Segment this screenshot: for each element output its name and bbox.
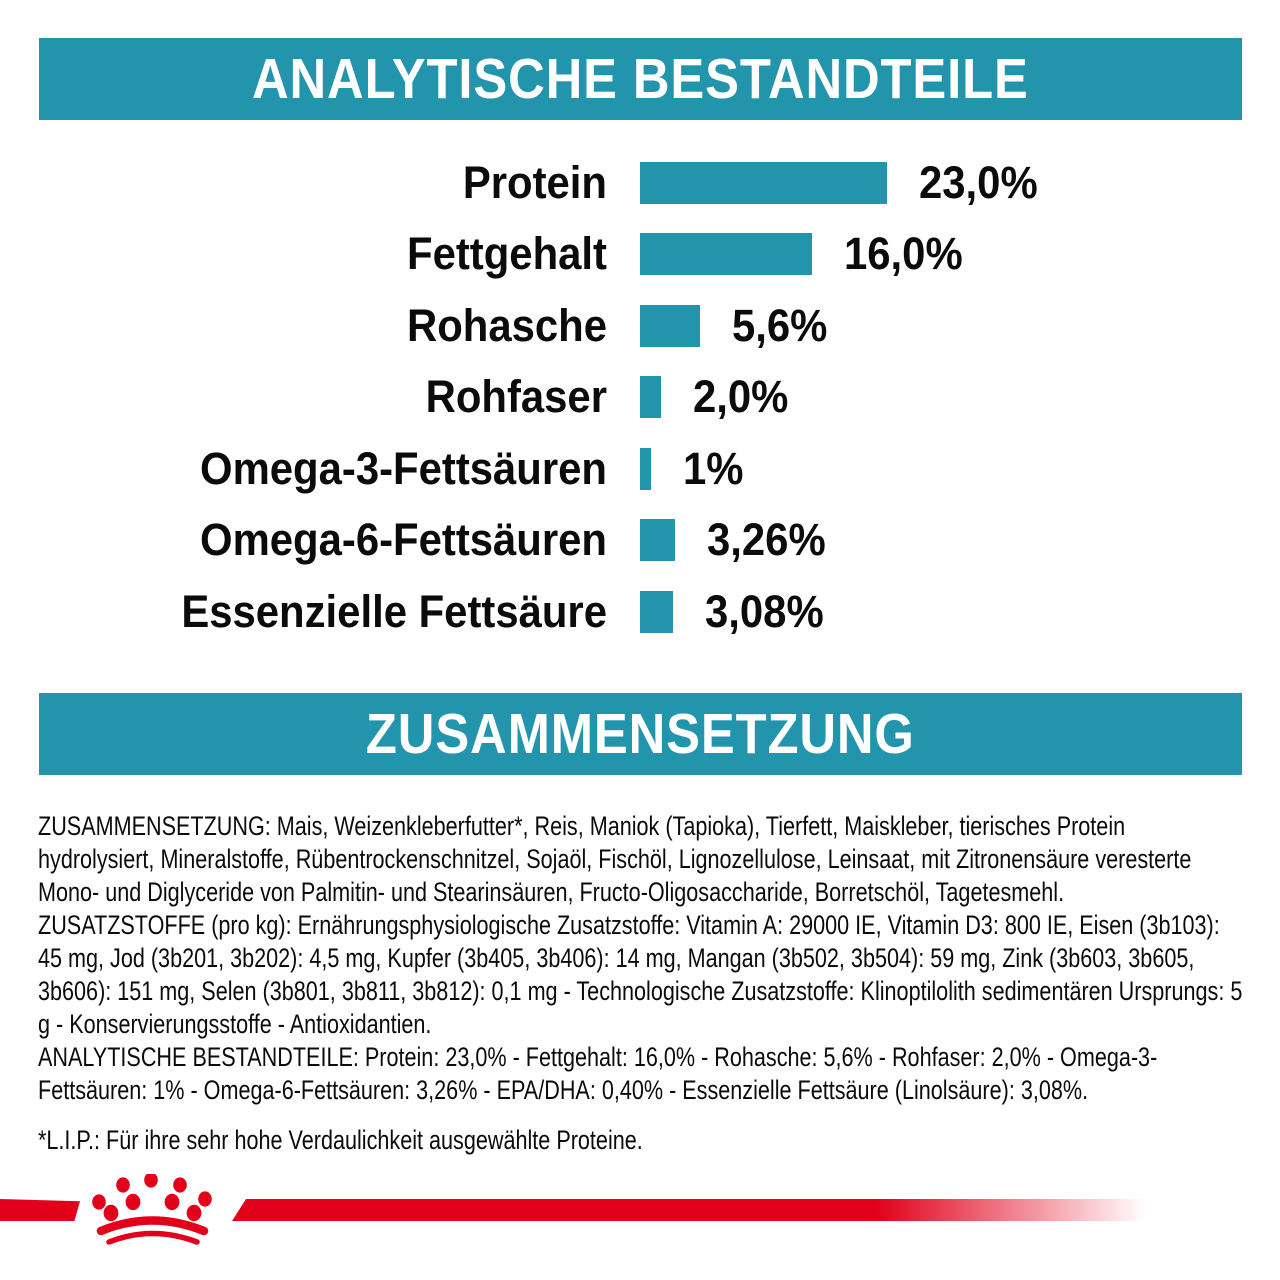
- chart-bar: [640, 447, 651, 490]
- chart-row: Rohfaser 2,0%: [38, 362, 1248, 434]
- chart-row-label: Protein: [462, 156, 607, 208]
- crown-pad: [92, 1194, 106, 1210]
- chart-row-label: Omega-6-Fettsäuren: [200, 514, 607, 566]
- crown-base-arc: [96, 1216, 209, 1236]
- chart-bar: [640, 590, 673, 633]
- section-header-analytical: ANALYTISCHE BESTANDTEILE: [39, 38, 1242, 120]
- chart-row-label: Rohfaser: [425, 371, 607, 423]
- composition-paragraph: ZUSAMMENSETZUNG: Mais, Weizenkleberfutte…: [38, 811, 1192, 907]
- crown-pad: [103, 1204, 119, 1222]
- chart-row-label: Omega-3-Fettsäuren: [200, 442, 607, 494]
- chart-row: Protein 23,0%: [38, 147, 1248, 219]
- lip-footnote: *L.I.P.: Für ihre sehr hohe Verdaulichke…: [38, 1125, 643, 1155]
- chart-row-label: Rohasche: [406, 299, 607, 351]
- chart-bar: [640, 161, 887, 204]
- chart-row: Omega-6-Fettsäuren 3,26%: [38, 505, 1248, 577]
- crown-base-arc-thin: [106, 1230, 200, 1245]
- chart-value-label: 23,0%: [919, 156, 1038, 208]
- crown-pad: [164, 1193, 180, 1211]
- chart-row: Rohasche 5,6%: [38, 290, 1248, 362]
- brand-stripe-right: [232, 1199, 1165, 1221]
- chart-row: Essenzielle Fettsäure 3,08%: [38, 576, 1248, 648]
- chart-value-label: 16,0%: [844, 228, 963, 280]
- chart-row-label: Fettgehalt: [407, 228, 607, 280]
- chart-bar: [640, 519, 675, 562]
- section-title-analytical: ANALYTISCHE BESTANDTEILE: [252, 47, 1029, 111]
- additives-paragraph: ZUSATZSTOFFE (pro kg): Ernährungsphysiol…: [38, 910, 1243, 1039]
- chart-bar: [640, 304, 700, 347]
- crown-pad: [186, 1204, 202, 1222]
- crown-pad: [198, 1191, 212, 1207]
- chart-row: Omega-3-Fettsäuren 1%: [38, 433, 1248, 505]
- crown-pad: [144, 1174, 158, 1188]
- brand-stripe-left: [0, 1199, 80, 1221]
- chart-row-label: Essenzielle Fettsäure: [181, 585, 607, 637]
- chart-value-label: 3,26%: [707, 514, 826, 566]
- analytical-constituents-paragraph: ANALYTISCHE BESTANDTEILE: Protein: 23,0%…: [38, 1042, 1158, 1105]
- crown-pad: [173, 1177, 187, 1193]
- crown-pad: [125, 1193, 141, 1211]
- nutrition-bar-chart: Protein 23,0% Fettgehalt 16,0% Rohasche 5,6% R…: [38, 147, 1248, 648]
- crown-pad: [116, 1177, 130, 1193]
- section-title-composition: ZUSAMMENSETZUNG: [366, 702, 915, 766]
- royal-canin-crown-logo: [92, 1174, 212, 1245]
- section-header-composition: ZUSAMMENSETZUNG: [39, 693, 1242, 775]
- chart-bar: [640, 233, 812, 276]
- chart-value-label: 2,0%: [693, 371, 789, 423]
- chart-value-label: 5,6%: [732, 299, 828, 351]
- label-text-block: ZUSAMMENSETZUNG: Mais, Weizenkleberfutte…: [38, 810, 1245, 1107]
- chart-value-label: 1%: [683, 442, 744, 494]
- chart-bar: [640, 376, 661, 419]
- chart-value-label: 3,08%: [705, 585, 824, 637]
- chart-row: Fettgehalt 16,0%: [38, 219, 1248, 291]
